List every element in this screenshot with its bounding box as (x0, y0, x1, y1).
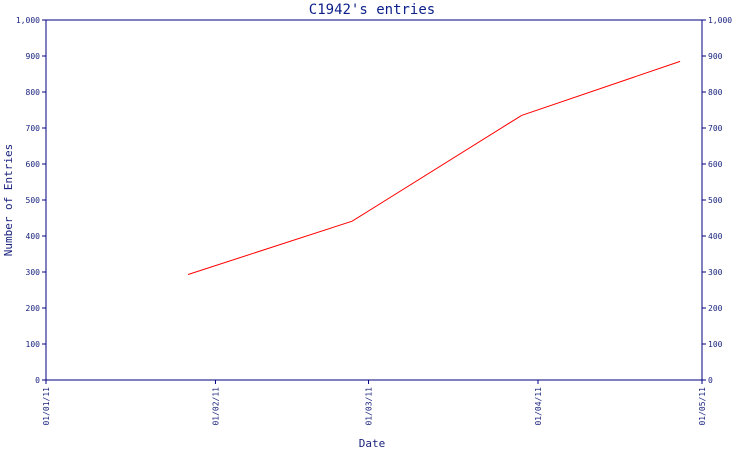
x-axis-label: Date (359, 437, 386, 450)
y-tick-label-left: 400 (26, 232, 41, 241)
y-tick-label-right: 600 (708, 160, 723, 169)
y-tick-label-right: 200 (708, 304, 723, 313)
y-tick-label-left: 100 (26, 340, 41, 349)
x-tick-label: 01/02/11 (211, 387, 220, 426)
y-tick-label-left: 900 (26, 52, 41, 61)
y-tick-label-left: 1,000 (16, 16, 40, 25)
y-tick-label-left: 600 (26, 160, 41, 169)
y-tick-label-left: 0 (35, 376, 40, 385)
y-tick-label-left: 500 (26, 196, 41, 205)
x-tick-label: 01/05/11 (698, 387, 707, 426)
y-tick-label-right: 1,000 (708, 16, 732, 25)
x-tick-label: 01/04/11 (534, 387, 543, 426)
series-line (187, 60, 681, 275)
y-tick-label-left: 200 (26, 304, 41, 313)
y-tick-label-right: 100 (708, 340, 723, 349)
y-tick-label-right: 400 (708, 232, 723, 241)
y-tick-label-right: 500 (708, 196, 723, 205)
plot-area: 0 0 100 100 200 200 300 300 400 400 500 500 600 600 70… (16, 16, 732, 426)
plot-frame (45, 19, 703, 381)
y-tick-label-right: 900 (708, 52, 723, 61)
x-tick-label: 01/01/11 (42, 387, 51, 426)
y-axis-label: Number of Entries (2, 144, 15, 257)
y-tick-label-left: 700 (26, 124, 41, 133)
y-tick-label-right: 800 (708, 88, 723, 97)
chart-title: C1942's entries (309, 2, 435, 18)
y-tick-label-right: 700 (708, 124, 723, 133)
x-tick-label: 01/03/11 (365, 387, 374, 426)
y-tick-label-right: 300 (708, 268, 723, 277)
y-tick-label-left: 300 (26, 268, 41, 277)
y-tick-label-left: 800 (26, 88, 41, 97)
y-tick-label-right: 0 (708, 376, 713, 385)
